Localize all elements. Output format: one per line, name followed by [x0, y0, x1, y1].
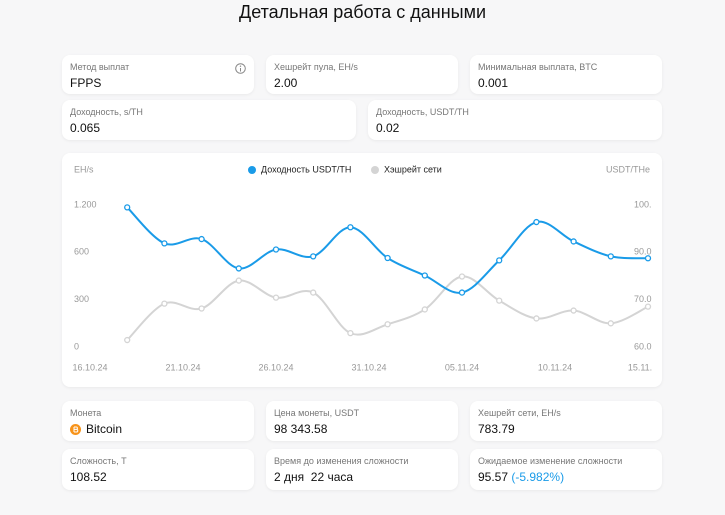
card: Доходность, s/TH 0.065	[62, 100, 356, 140]
point	[272, 246, 280, 253]
point	[607, 253, 614, 260]
point	[533, 315, 540, 322]
y-tick-label: 1.200	[74, 199, 97, 209]
card-label: Хешрейт сети, EH/s	[478, 408, 561, 418]
x-tick-label: 21.10.24	[165, 362, 200, 372]
info-icon[interactable]	[235, 63, 246, 74]
point	[496, 257, 503, 264]
x-tick-label: 31.10.24	[351, 362, 386, 372]
point	[124, 204, 131, 211]
card-value: 0.02	[376, 121, 400, 135]
y2-tick-label: 100.	[634, 199, 652, 209]
card: Минимальная выплата, BTC 0.001	[470, 55, 662, 94]
card-value: 108.52	[70, 470, 107, 484]
point	[124, 336, 131, 344]
change: (-5.982%)	[511, 470, 565, 484]
point	[421, 306, 428, 313]
x-tick-label: 10.11.24	[538, 362, 572, 372]
card-label: Сложность, T	[70, 456, 127, 466]
point	[607, 320, 614, 327]
y-axis-title: EH/s	[74, 164, 94, 174]
point	[644, 255, 652, 262]
page-title: Детальная работа с данными	[239, 2, 486, 22]
card-value: Bitcoin	[70, 422, 246, 436]
point	[198, 235, 205, 243]
card-label: Цена монеты, USDT	[274, 408, 360, 418]
card: Ожидаемое изменение сложности 95.57 (-5.…	[470, 449, 662, 490]
card: Сложность, T 108.52	[62, 449, 254, 490]
card-value: 783.79	[478, 422, 515, 436]
point	[272, 294, 280, 301]
series-line	[126, 206, 649, 294]
point	[161, 240, 168, 247]
y-tick-label: 300	[74, 294, 89, 304]
point	[347, 224, 354, 231]
card-label: Время до изменения сложности	[274, 456, 409, 466]
coin-icon	[70, 423, 81, 435]
y2-tick-label: 90.0	[634, 247, 652, 257]
series-line	[126, 275, 649, 341]
card-value: 0.001	[478, 76, 509, 90]
card-value: 95.57 (-5.982%)	[478, 470, 654, 484]
x-tick-label: 16.10.24	[72, 362, 107, 372]
card-label: Монета	[70, 408, 102, 418]
point	[347, 329, 354, 337]
point	[310, 253, 317, 260]
value: 95.57	[478, 470, 509, 484]
point	[644, 303, 652, 310]
card-value: 0.065	[70, 121, 101, 135]
card-label: Хешрейт пула, EH/s	[274, 62, 358, 72]
card: Монета Bitcoin	[62, 401, 254, 441]
card: Хешрейт пула, EH/s 2.00	[266, 55, 458, 94]
card: Доходность, USDT/TH 0.02	[368, 100, 662, 140]
card: Метод выплат FPPS	[62, 55, 254, 94]
y2-tick-label: 60.0	[634, 341, 652, 351]
y2-axis-title: USDT/THe	[606, 164, 650, 174]
y2-tick-label: 70.0	[634, 294, 652, 304]
card-value: 98 343.58	[274, 422, 328, 436]
card-value: 2.00	[274, 76, 298, 90]
legend-marker	[248, 166, 256, 174]
card-label: Доходность, s/TH	[70, 107, 143, 117]
x-tick-label: 15.11.	[628, 362, 652, 372]
y-tick-label: 600	[74, 247, 89, 257]
point	[458, 289, 466, 296]
point	[235, 277, 242, 284]
point	[533, 218, 540, 226]
chart-card: EH/s USDT/THe 0 300 600 1.200 60.0 70.0 90.0 10…	[62, 153, 662, 387]
y-tick-label: 0	[74, 341, 79, 351]
point	[161, 300, 168, 307]
point	[421, 272, 428, 279]
legend-label: Доходность USDT/TH	[261, 164, 351, 174]
coin-name: Bitcoin	[86, 422, 123, 436]
card-value: FPPS	[70, 76, 102, 90]
point	[570, 307, 577, 314]
card: Время до изменения сложности 2 дня 22 ча…	[266, 449, 458, 490]
card-label: Ожидаемое изменение сложности	[478, 456, 623, 466]
card-value: 2 дня 22 часа	[274, 470, 354, 484]
point	[384, 321, 391, 328]
card: Цена монеты, USDT 98 343.58	[266, 401, 458, 441]
point	[496, 297, 503, 304]
point	[198, 305, 205, 312]
point	[384, 254, 391, 262]
card: Хешрейт сети, EH/s 783.79	[470, 401, 662, 441]
chart: EH/s USDT/THe 0 300 600 1.200 60.0 70.0 90.0 10…	[72, 164, 652, 372]
legend-label: Хэшрейт сети	[384, 164, 442, 174]
card-label: Доходность, USDT/TH	[376, 107, 469, 117]
card-label: Минимальная выплата, BTC	[478, 62, 598, 72]
point	[570, 238, 577, 245]
point	[310, 289, 317, 296]
point	[235, 265, 242, 272]
point	[458, 273, 466, 280]
x-tick-label: 05.11.24	[445, 362, 479, 372]
card-label: Метод выплат	[70, 62, 130, 72]
legend-marker	[371, 166, 379, 174]
x-tick-label: 26.10.24	[258, 362, 293, 372]
